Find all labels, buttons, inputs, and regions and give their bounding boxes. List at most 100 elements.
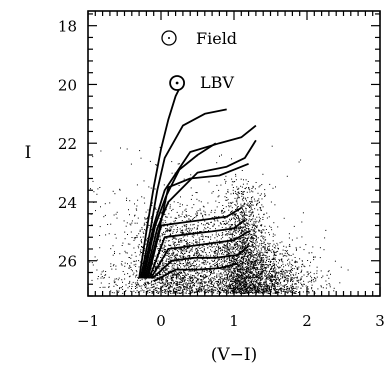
scatter-point [183,279,185,281]
scatter-point [224,274,226,276]
scatter-point [191,248,193,250]
scatter-point [214,265,216,267]
scatter-point [248,260,249,262]
scatter-point [271,145,273,147]
scatter-point [164,292,166,294]
scatter-point [247,264,249,266]
scatter-point [215,287,217,289]
scatter-point [243,268,245,270]
scatter-point [195,251,197,253]
scatter-point [259,280,261,282]
scatter-point [255,280,257,282]
scatter-point [306,276,308,277]
scatter-point [232,252,234,254]
scatter-point [213,255,214,257]
scatter-point [225,223,227,225]
scatter-point [220,238,222,240]
scatter-point [233,272,234,274]
scatter-point [234,292,236,294]
scatter-point [269,248,270,250]
scatter-point [200,275,201,276]
scatter-point [169,270,171,272]
scatter-point [293,292,295,294]
scatter-point [245,255,247,257]
scatter-point [240,203,242,205]
scatter-point [134,203,135,205]
scatter-point [184,280,186,282]
scatter-point [241,278,243,279]
scatter-point [261,204,263,206]
scatter-point [237,221,239,223]
scatter-point [189,283,191,285]
scatter-point [196,215,198,217]
scatter-point [171,268,173,270]
scatter-point [259,276,261,278]
scatter-point [265,257,267,259]
scatter-point [183,239,185,241]
scatter-point [226,274,228,276]
scatter-point [184,217,186,218]
scatter-point [241,205,243,207]
scatter-point [290,286,292,288]
scatter-point [151,202,153,204]
scatter-point [147,237,149,239]
scatter-point [212,288,214,290]
scatter-point [260,272,262,274]
scatter-point [156,291,158,293]
scatter-point [202,278,204,280]
scatter-point [158,267,160,269]
scatter-point [221,248,223,250]
scatter-point [191,289,193,291]
scatter-point [251,244,253,246]
scatter-point [245,290,247,292]
scatter-point [263,266,265,268]
scatter-point [271,281,273,283]
scatter-point [234,280,236,282]
scatter-point [161,267,163,269]
scatter-point [181,272,182,273]
scatter-point [210,278,212,280]
scatter-point [191,286,193,288]
scatter-point [240,274,242,276]
scatter-point [231,202,233,204]
scatter-point [308,252,310,254]
scatter-point [238,285,240,287]
scatter-point [162,283,164,285]
scatter-point [212,277,214,279]
scatter-point [195,192,197,193]
scatter-point [252,235,254,236]
scatter-point [182,277,183,279]
scatter-point [246,271,247,273]
scatter-point [259,256,261,258]
scatter-point [296,288,298,290]
scatter-point [159,282,161,284]
scatter-point [103,216,105,218]
scatter-point [229,260,231,262]
scatter-point [254,260,256,261]
scatter-point [197,212,198,214]
scatter-point [296,279,298,281]
scatter-point [190,274,192,276]
scatter-point [232,290,234,291]
scatter-point [264,225,266,227]
scatter-point [188,259,189,261]
scatter-point [170,282,172,283]
scatter-point [213,223,215,225]
scatter-point [235,243,237,245]
scatter-point [167,274,169,276]
scatter-point [271,284,273,286]
scatter-point [257,290,259,292]
scatter-point [201,288,203,290]
scatter-point [144,229,146,231]
scatter-point [206,271,208,273]
scatter-point [245,198,247,200]
scatter-point [277,244,279,246]
scatter-point [159,238,161,240]
scatter-point [246,240,248,242]
scatter-point [166,276,168,278]
scatter-point [245,234,247,236]
scatter-point [190,282,192,284]
scatter-point [268,216,270,218]
scatter-point [267,286,269,288]
scatter-point [182,253,184,255]
